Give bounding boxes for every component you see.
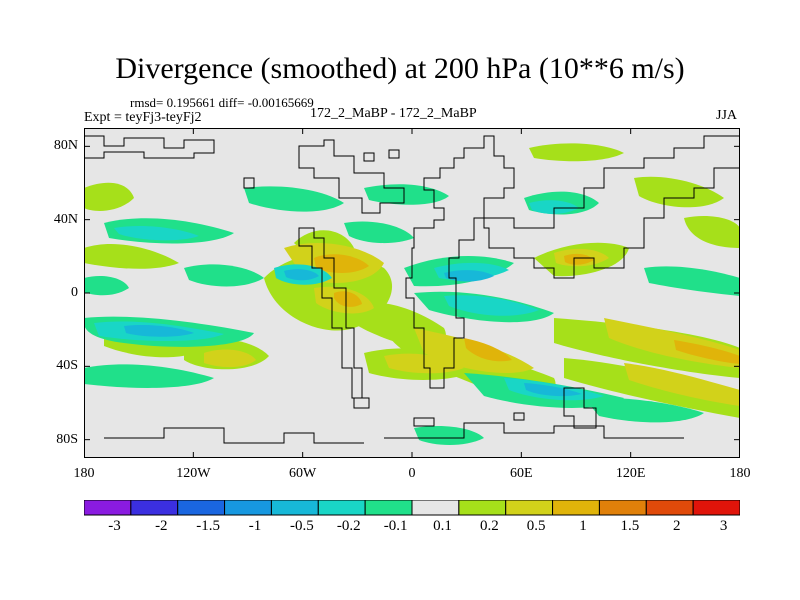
latitude-tick-label: 40S	[56, 358, 78, 374]
colorbar-label: -0.2	[336, 518, 361, 534]
colorbar-swatch	[177, 500, 226, 516]
colorbar-swatch	[317, 500, 366, 516]
divergence-map	[84, 128, 740, 458]
longitude-tick-label: 60W	[289, 466, 317, 481]
latitude-tick-label: 80N	[53, 138, 78, 154]
longitude-tick-label: 0	[408, 466, 416, 481]
colorbar-swatch	[364, 500, 413, 516]
colorbar-swatch	[598, 500, 647, 516]
colorbar-label: -2	[155, 518, 168, 534]
latitude-tick-label: 80S	[56, 431, 78, 447]
colorbar-swatch	[411, 500, 460, 516]
plot-title: Divergence (smoothed) at 200 hPa (10**6 …	[115, 52, 685, 85]
axis-ticks	[84, 128, 740, 458]
negative-strong-regions	[124, 269, 582, 397]
colorbar-label: 1	[579, 518, 587, 534]
colorbar-label: -1	[248, 518, 262, 534]
colorbar-label: 0.5	[526, 518, 546, 534]
colorbar-swatch	[505, 500, 554, 516]
longitude-tick-label: 180	[73, 466, 95, 481]
experiment-line: Expt = teyFj3-teyFj2	[84, 110, 202, 125]
longitude-tick-label: 180	[729, 466, 751, 481]
colorbar-label: -0.1	[383, 518, 408, 534]
coastlines	[84, 135, 740, 444]
colorbar-swatch	[458, 500, 507, 516]
colorbar-swatch	[645, 500, 694, 516]
stats-line: rmsd= 0.195661 diff= -0.00165669	[130, 95, 314, 110]
colorbar-label: 1.5	[620, 518, 640, 534]
colorbar-swatch	[270, 500, 319, 516]
latitude-tick-label: 0	[71, 285, 78, 300]
longitude-tick-label: 120W	[176, 466, 211, 481]
colorbar	[84, 500, 740, 516]
colorbar-label: -1.5	[196, 518, 221, 534]
colorbar-label: 0.2	[479, 518, 499, 534]
colorbar-label: -3	[108, 518, 121, 534]
positive-strong-regions	[314, 253, 740, 364]
colorbar-label: 3	[719, 518, 728, 534]
colorbar-swatch	[224, 500, 272, 516]
colorbar-label: 2	[672, 518, 681, 534]
colorbar-swatch	[130, 500, 179, 516]
colorbar-swatch	[84, 500, 132, 516]
case-line: 172_2_MaBP - 172_2_MaBP	[310, 106, 477, 121]
season-label: JJA	[716, 108, 738, 123]
longitude-tick-label: 60E	[510, 466, 533, 481]
longitude-tick-label: 120E	[615, 466, 646, 481]
colorbar-label: 0.1	[433, 518, 452, 534]
latitude-tick-label: 40N	[53, 211, 78, 227]
contour-fields	[84, 143, 740, 445]
colorbar-swatch	[692, 500, 740, 516]
colorbar-label: -0.5	[290, 518, 314, 534]
colorbar-swatch	[552, 500, 600, 516]
